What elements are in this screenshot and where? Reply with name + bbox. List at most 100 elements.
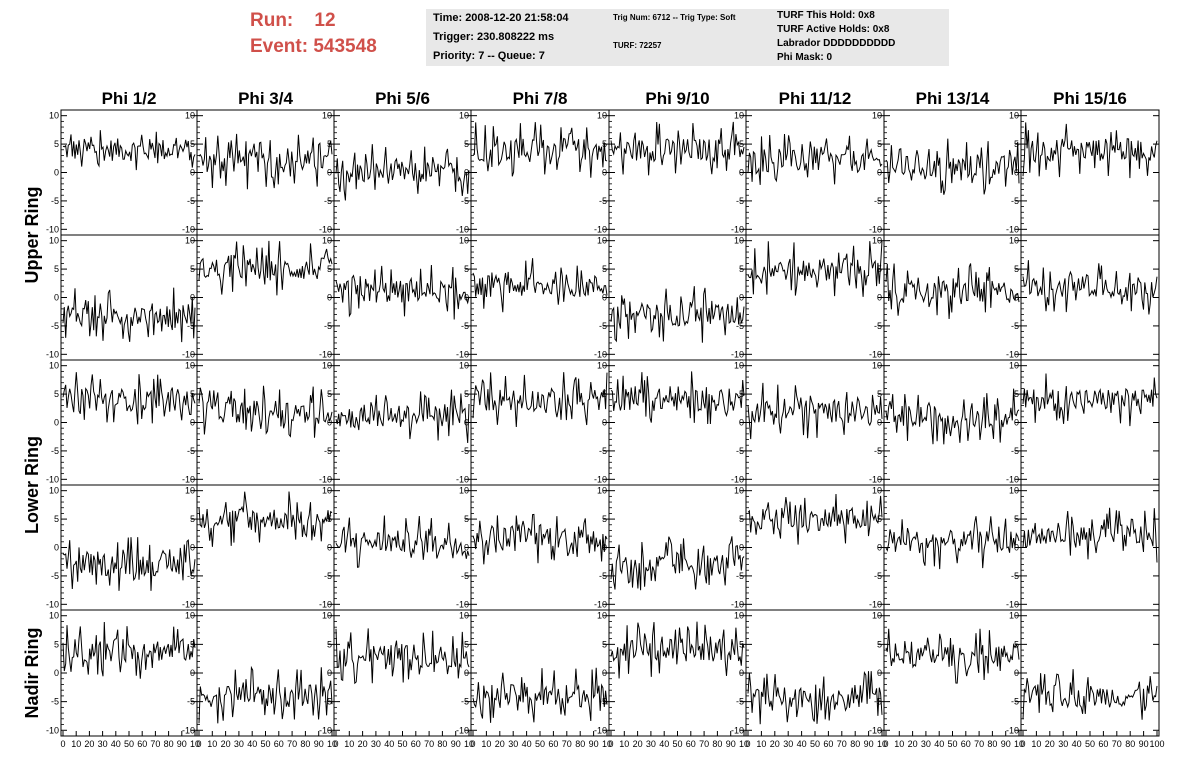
y-tick-label: -5 (874, 571, 882, 581)
y-tick-label: 5 (327, 639, 332, 649)
y-tick-label: -10 (869, 599, 882, 609)
column-label: Phi 7/8 (513, 89, 568, 108)
y-tick-label: 10 (1009, 236, 1019, 246)
y-tick-label: 0 (1014, 293, 1019, 303)
y-tick-label: 5 (739, 264, 744, 274)
x-tick-label: 10 (756, 739, 766, 749)
x-tick-label: 60 (411, 739, 421, 749)
waveform-trace (1022, 373, 1158, 427)
waveform-trace (198, 385, 333, 438)
x-tick-label: 70 (562, 739, 572, 749)
y-tick-label: -5 (324, 697, 332, 707)
y-tick-label: -10 (869, 349, 882, 359)
column-label: Phi 9/10 (645, 89, 709, 108)
y-tick-label: -10 (594, 224, 607, 234)
x-tick-label: 20 (633, 739, 643, 749)
panel-frame (1020, 359, 1160, 486)
turf-hold-panel: TURF This Hold: 0x8 TURF Active Holds: 0… (771, 9, 949, 66)
x-tick-label: 10 (327, 739, 337, 749)
waveform-trace (747, 133, 883, 185)
waveform-trace (472, 667, 608, 723)
y-tick-label: 10 (734, 361, 744, 371)
y-tick-label: 0 (327, 543, 332, 553)
panel-frame (1020, 234, 1160, 361)
y-tick-label: -10 (182, 599, 195, 609)
y-tick-label: -10 (319, 599, 332, 609)
y-tick-label: 10 (322, 486, 332, 496)
panel-frame (608, 234, 747, 361)
trig-num-text: Trig Num: 6712 -- Trig Type: Soft (613, 13, 736, 22)
y-tick-label: 0 (327, 293, 332, 303)
waveform-trace (335, 144, 470, 201)
waveform-trace (335, 389, 470, 444)
waveform-trace (610, 121, 745, 176)
y-tick-label: 10 (185, 611, 195, 621)
panel-frame (333, 359, 472, 486)
y-tick-label: 5 (877, 514, 882, 524)
x-tick-label: 10 (619, 739, 629, 749)
waveform-trace (610, 371, 745, 425)
ring-label: Nadir Ring (22, 627, 42, 718)
event-value: 543548 (313, 36, 377, 57)
x-tick-label: 30 (921, 739, 931, 749)
y-tick-label: -10 (869, 224, 882, 234)
panel-frame (745, 359, 885, 486)
x-tick-label: 40 (934, 739, 944, 749)
y-tick-label: 0 (327, 418, 332, 428)
y-tick-label: 10 (459, 236, 469, 246)
y-tick-label: 5 (877, 639, 882, 649)
x-tick-label: 60 (823, 739, 833, 749)
time-trigger-panel: Time: 2008-12-20 21:58:04 Trigger: 230.8… (426, 9, 608, 66)
x-tick-label: 80 (164, 739, 174, 749)
x-tick-label: 90 (1139, 739, 1149, 749)
y-tick-label: 10 (734, 111, 744, 121)
y-tick-label: -10 (731, 599, 744, 609)
y-tick-label: 5 (190, 389, 195, 399)
waveform-trace (472, 513, 608, 565)
x-tick-label: 50 (1085, 739, 1095, 749)
x-tick-label: 0 (196, 739, 201, 749)
y-tick-label: 10 (597, 611, 607, 621)
x-tick-label: 70 (974, 739, 984, 749)
y-tick-label: -5 (187, 446, 195, 456)
x-tick-label: 60 (1098, 739, 1108, 749)
y-tick-label: 0 (54, 418, 59, 428)
y-tick-label: 0 (190, 293, 195, 303)
x-tick-label: 30 (1058, 739, 1068, 749)
x-tick-label: 10 (190, 739, 200, 749)
run-event-header: Run: 12 Event: 543548 (250, 8, 377, 60)
y-tick-label: -5 (51, 571, 59, 581)
waveform-trace (1022, 260, 1158, 315)
turf-text: TURF: 72257 (613, 41, 662, 50)
column-label: Phi 3/4 (238, 89, 293, 108)
x-tick-label: 70 (150, 739, 160, 749)
y-tick-label: 10 (49, 111, 59, 121)
y-tick-label: 0 (464, 543, 469, 553)
waveform-trace (335, 628, 470, 685)
x-tick-label: 90 (177, 739, 187, 749)
x-tick-label: 20 (495, 739, 505, 749)
event-line: Event: 543548 (250, 34, 377, 60)
y-tick-label: -5 (736, 446, 744, 456)
y-tick-label: 0 (602, 293, 607, 303)
waveform-trace (472, 122, 608, 178)
y-tick-label: -5 (599, 697, 607, 707)
x-tick-label: 60 (274, 739, 284, 749)
y-tick-label: 5 (739, 389, 744, 399)
waveform-trace (747, 241, 883, 297)
waveform-trace (1022, 122, 1158, 179)
column-label: Phi 11/12 (779, 89, 852, 108)
x-tick-label: 30 (508, 739, 518, 749)
y-tick-label: 5 (1014, 264, 1019, 274)
y-tick-label: 10 (459, 611, 469, 621)
waveform-trace (62, 130, 196, 171)
waveform-trace (747, 382, 883, 440)
y-tick-label: 10 (49, 611, 59, 621)
y-tick-label: -10 (731, 725, 744, 735)
y-tick-label: 0 (1014, 543, 1019, 553)
y-tick-label: 0 (464, 168, 469, 178)
y-tick-label: 0 (602, 668, 607, 678)
labrador-text: Labrador DDDDDDDDDD (777, 38, 896, 49)
panel-frame (608, 109, 747, 236)
y-tick-label: -5 (461, 196, 469, 206)
